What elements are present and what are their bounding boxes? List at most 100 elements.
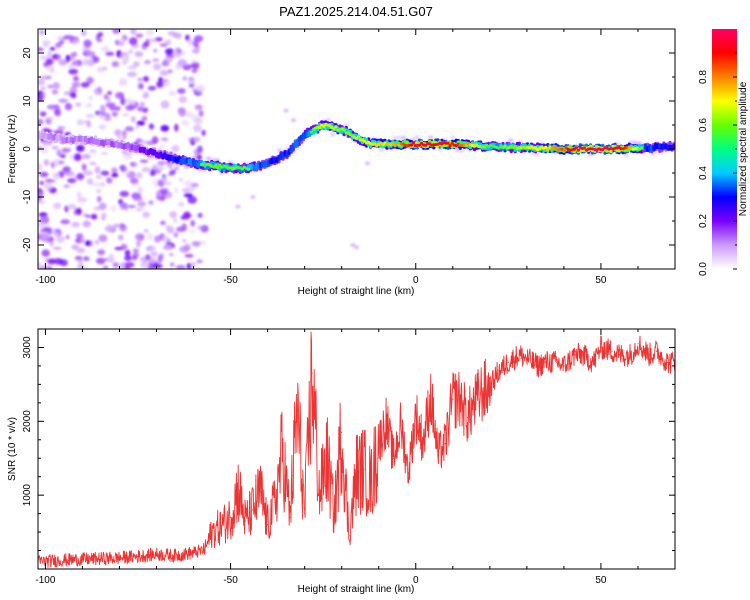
noise-blob [38,142,42,146]
noise-blob [193,124,202,133]
halo-blob [379,147,385,152]
snr-point [63,559,65,561]
noise-blob [129,104,135,109]
snr-point [637,343,639,345]
snr-point [230,516,232,518]
snr-point [318,494,321,496]
noise-blob [40,56,50,60]
snr-point [348,535,350,537]
halo-blob [325,118,331,122]
noise-blob [191,69,198,73]
halo-blob [117,135,122,140]
noise-blob [159,79,168,82]
noise-blob [179,50,186,56]
noise-blob [136,207,141,212]
x-tick-label: -50 [223,275,238,286]
noise-blob [81,163,87,172]
noise-blob [85,102,93,108]
snr-point [378,442,380,445]
snr-line [38,331,675,569]
ridge-cell [322,124,326,128]
noise-blob [143,91,149,99]
x-tick-label: -100 [35,575,55,586]
ridge-cell [334,125,338,129]
noise-blob [178,178,184,182]
noise-blob [58,98,69,103]
noise-blob [137,82,144,90]
noise-blob [188,82,195,88]
noise-blob [121,54,130,63]
y-tick-label: -20 [22,237,33,252]
noise-blob [181,223,188,232]
ridge-cell [601,148,605,152]
ridge-cell [544,145,548,149]
noise-blob [118,78,128,86]
noise-blob [51,89,59,95]
noise-blob [98,202,107,211]
noise-blob [91,182,101,187]
ridge-cell [391,142,395,146]
snr-point [355,472,358,474]
ridge-cell [246,167,250,171]
halo-blob [330,132,336,137]
noise-blob [130,161,138,167]
noise-blob [160,125,170,132]
ridge-cell [216,166,220,170]
noise-blob [162,178,168,183]
y-tick-label: 10 [22,95,33,107]
noise-blob [56,149,62,157]
noise-blob [65,54,71,63]
noise-blob [191,48,200,54]
noise-blob [189,228,196,234]
noise-blob [55,42,62,48]
noise-blob [53,172,60,179]
noise-blob [250,195,256,199]
noise-blob [190,59,197,65]
noise-blob [155,80,165,88]
snr-point [289,516,291,518]
noise-blob [71,81,81,88]
ridge-cell [446,141,450,145]
noise-blob [76,207,82,216]
noise-blob [160,100,170,109]
noise-blob [173,32,182,39]
x-tick-label: 0 [413,575,419,586]
snr-point [467,417,469,419]
colorbar-label: Normalized spectral amplitude [738,81,749,216]
snr-point [174,555,176,557]
colorbar-gradient [712,29,737,269]
noise-blob [177,201,185,207]
noise-blob [73,154,82,161]
snr-point [518,354,521,356]
noise-blob [63,35,74,40]
ridge-cell [419,141,424,145]
noise-blob [143,76,149,82]
noise-blob [186,262,192,269]
noise-blob [39,180,45,186]
snr-point [526,357,528,360]
x-tick-label: 0 [413,275,419,286]
noise-blob [124,266,131,269]
noise-blob [117,38,125,47]
noise-blob [122,112,129,117]
snr-point [137,555,139,558]
noise-blob [43,159,50,166]
noise-blob [184,111,194,118]
noise-blob [94,166,101,174]
noise-blob [122,132,127,140]
snr-point [452,398,454,400]
noise-blob [151,136,159,145]
ridge-cell [576,148,580,152]
noise-blob [365,161,371,166]
x-tick-label: 50 [595,575,607,586]
snr-point [544,361,547,363]
noise-blob [160,220,166,225]
noise-blob [127,205,137,208]
noise-blob [39,111,47,117]
colorbar: 0.0 0.2 0.4 0.6 0.8 Normalized spectral ampl… [698,29,749,276]
noise-blob [51,146,59,150]
noise-blob [81,30,87,36]
halo-blob [401,136,407,141]
noise-blob [63,184,71,188]
noise-blob [89,162,97,165]
